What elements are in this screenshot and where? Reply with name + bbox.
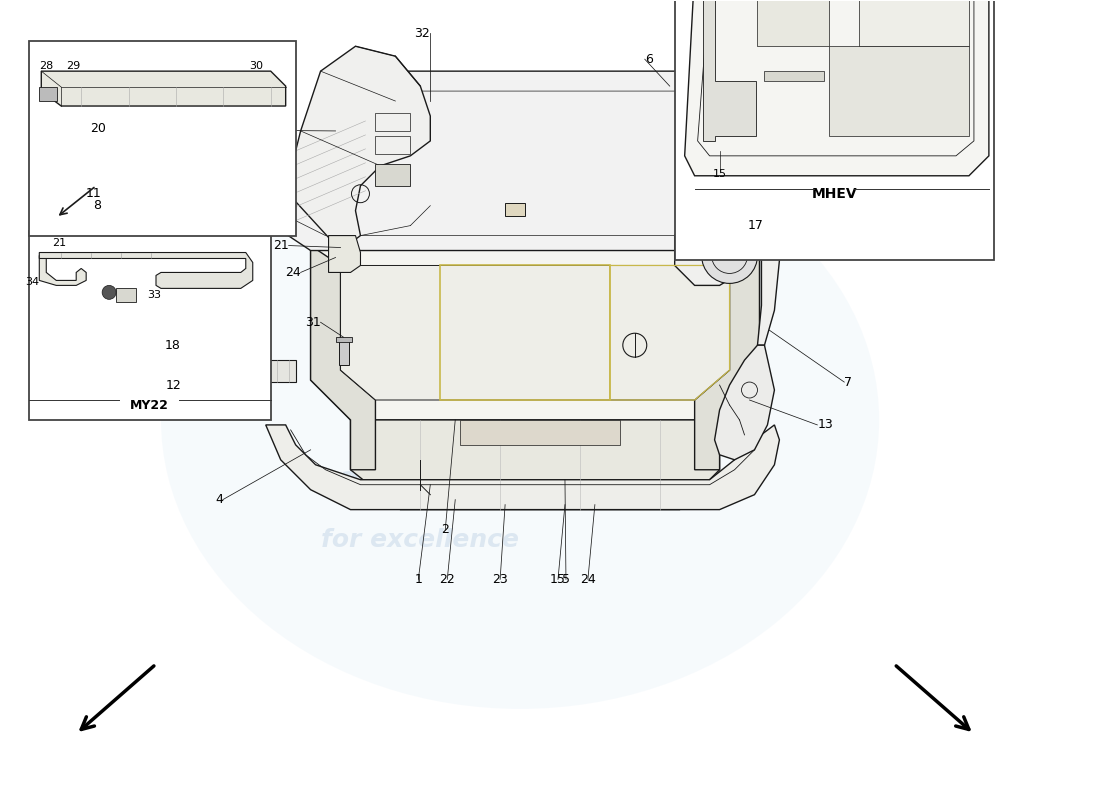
Polygon shape bbox=[341, 266, 729, 400]
Text: 31: 31 bbox=[305, 316, 320, 329]
Polygon shape bbox=[336, 338, 352, 342]
Text: 34: 34 bbox=[25, 278, 40, 287]
Ellipse shape bbox=[161, 131, 879, 709]
Text: 21: 21 bbox=[52, 238, 66, 247]
Text: 30: 30 bbox=[249, 61, 263, 71]
Circle shape bbox=[702, 228, 758, 283]
Polygon shape bbox=[505, 202, 525, 216]
Polygon shape bbox=[310, 246, 375, 470]
Bar bbox=[30, 230, 271, 420]
Text: 4: 4 bbox=[214, 493, 223, 506]
Polygon shape bbox=[235, 360, 296, 382]
Text: 18: 18 bbox=[165, 338, 180, 352]
Text: 11: 11 bbox=[86, 187, 101, 200]
Polygon shape bbox=[351, 420, 719, 510]
Text: 6: 6 bbox=[645, 53, 652, 66]
Polygon shape bbox=[117, 288, 136, 302]
Text: a passion: a passion bbox=[339, 466, 502, 494]
Bar bbox=[375, 136, 410, 154]
Text: 21: 21 bbox=[273, 239, 288, 252]
Text: 33: 33 bbox=[147, 290, 161, 300]
Text: 24: 24 bbox=[285, 266, 300, 279]
Text: 24: 24 bbox=[580, 573, 596, 586]
Bar bbox=[674, 0, 994, 261]
Polygon shape bbox=[703, 0, 757, 141]
Polygon shape bbox=[310, 246, 759, 420]
Polygon shape bbox=[40, 253, 86, 286]
Bar bbox=[40, 87, 57, 101]
Polygon shape bbox=[758, 0, 829, 46]
Polygon shape bbox=[460, 420, 619, 445]
Bar bbox=[375, 113, 410, 131]
Text: 22: 22 bbox=[439, 573, 455, 586]
Text: 20: 20 bbox=[90, 122, 106, 135]
Polygon shape bbox=[764, 71, 824, 81]
Text: MY22: MY22 bbox=[130, 399, 168, 413]
Text: for excellence: for excellence bbox=[321, 527, 519, 551]
Text: 17: 17 bbox=[748, 219, 763, 232]
Text: 32: 32 bbox=[415, 26, 430, 40]
Text: 8: 8 bbox=[94, 199, 101, 212]
Polygon shape bbox=[339, 340, 349, 365]
Text: 28: 28 bbox=[40, 61, 54, 71]
Text: 1: 1 bbox=[415, 573, 422, 586]
Text: 15: 15 bbox=[550, 573, 565, 586]
Bar bbox=[375, 164, 410, 186]
Polygon shape bbox=[674, 196, 780, 345]
Polygon shape bbox=[286, 46, 430, 250]
Polygon shape bbox=[684, 0, 989, 176]
Text: 12: 12 bbox=[165, 378, 180, 391]
Text: 13: 13 bbox=[817, 418, 833, 431]
Polygon shape bbox=[829, 46, 969, 136]
Bar bbox=[30, 42, 296, 235]
Polygon shape bbox=[266, 425, 780, 510]
Polygon shape bbox=[694, 246, 759, 470]
Text: 23: 23 bbox=[493, 573, 508, 586]
Circle shape bbox=[102, 286, 117, 299]
Polygon shape bbox=[715, 345, 774, 460]
Polygon shape bbox=[40, 253, 253, 288]
Text: 7: 7 bbox=[845, 375, 853, 389]
Text: 2: 2 bbox=[441, 523, 449, 536]
Text: MHEV: MHEV bbox=[812, 186, 857, 201]
Polygon shape bbox=[266, 71, 759, 250]
Polygon shape bbox=[329, 235, 361, 273]
Text: 5: 5 bbox=[562, 573, 570, 586]
Text: 29: 29 bbox=[66, 61, 80, 71]
Polygon shape bbox=[42, 71, 286, 106]
Polygon shape bbox=[859, 0, 969, 46]
Text: 15: 15 bbox=[713, 169, 727, 178]
